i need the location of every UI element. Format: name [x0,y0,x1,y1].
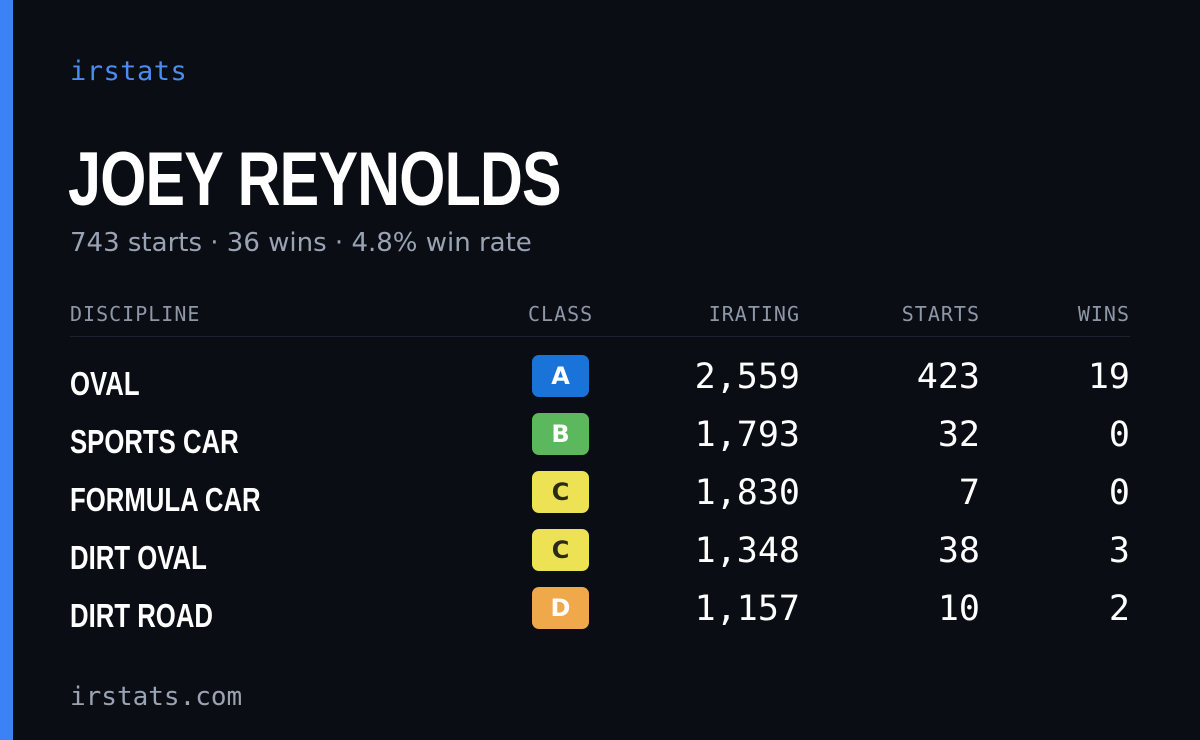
class-badge: B [532,413,589,455]
discipline-name: DIRT OVAL [70,539,207,576]
starts-value: 10 [937,589,980,629]
class-badge: C [532,529,589,571]
irating-value: 1,793 [694,415,800,455]
table-row: OVAL A 2,559 423 19 [70,353,1130,411]
starts-value: 7 [958,473,980,513]
starts-value: 423 [916,357,980,397]
discipline-name: SPORTS CAR [70,423,239,460]
accent-bar [0,0,13,740]
wins-value: 0 [1108,473,1130,513]
header-discipline: DISCIPLINE [70,302,201,326]
player-summary: 743 starts · 36 wins · 4.8% win rate [70,228,532,258]
discipline-name: OVAL [70,365,140,402]
starts-value: 38 [937,531,980,571]
discipline-name: FORMULA CAR [70,481,261,518]
footer-url: irstats.com [70,682,243,712]
wins-value: 3 [1108,531,1130,571]
wins-value: 19 [1087,357,1130,397]
discipline-name: DIRT ROAD [70,597,213,634]
class-badge: D [532,587,589,629]
table-body: OVAL A 2,559 423 19 SPORTS CAR B 1,793 3… [70,337,1130,643]
table-row: DIRT ROAD D 1,157 10 2 [70,585,1130,643]
table-header: DISCIPLINE CLASS IRATING STARTS WINS [70,296,1130,337]
header-irating: IRATING [708,302,800,326]
table-row: SPORTS CAR B 1,793 32 0 [70,411,1130,469]
irating-value: 1,830 [694,473,800,513]
header-wins: WINS [1077,302,1130,326]
irating-value: 1,348 [694,531,800,571]
discipline-table: DISCIPLINE CLASS IRATING STARTS WINS OVA… [70,296,1130,643]
wins-value: 0 [1108,415,1130,455]
class-badge: A [532,355,589,397]
brand-logo-text: irstats [70,56,188,87]
player-name: JOEY REYNOLDS [68,137,562,222]
irating-value: 2,559 [694,357,800,397]
class-badge: C [532,471,589,513]
table-row: FORMULA CAR C 1,830 7 0 [70,469,1130,527]
starts-value: 32 [937,415,980,455]
wins-value: 2 [1108,589,1130,629]
table-row: DIRT OVAL C 1,348 38 3 [70,527,1130,585]
header-class: CLASS [528,302,594,326]
irating-value: 1,157 [694,589,800,629]
header-starts: STARTS [901,302,980,326]
